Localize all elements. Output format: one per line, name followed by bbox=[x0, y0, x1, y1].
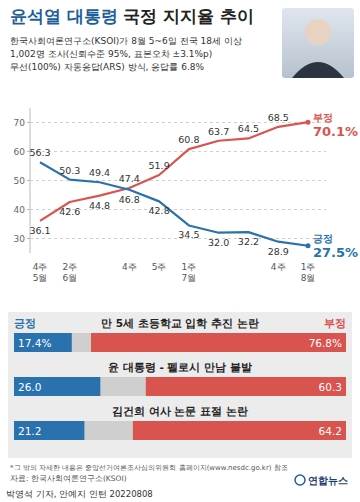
bar bbox=[14, 377, 100, 396]
end-dot bbox=[306, 120, 311, 125]
data-label: 51.9 bbox=[149, 160, 170, 171]
data-label: 28.9 bbox=[268, 246, 289, 257]
x-tick-label: 5주 bbox=[152, 262, 167, 272]
data-label: 34.5 bbox=[178, 229, 199, 240]
y-tick bbox=[27, 238, 30, 239]
y-tick bbox=[27, 180, 30, 181]
x-tick-label: 4주 bbox=[271, 262, 286, 272]
footnote: *그 밖의 자세한 내용은 중앙선거여론조사심의위원회 홈페이지(www.nes… bbox=[10, 464, 288, 472]
data-label: 70.1% bbox=[313, 124, 358, 139]
bar-track bbox=[14, 333, 346, 352]
data-label: 44.8 bbox=[89, 200, 110, 211]
data-label: 76.8% bbox=[309, 337, 342, 349]
data-label: 32.0 bbox=[208, 237, 229, 248]
data-label: 68.5 bbox=[268, 112, 289, 123]
data-label: 42.6 bbox=[59, 206, 80, 217]
bar bbox=[133, 421, 346, 440]
data-label: 49.4 bbox=[89, 167, 110, 178]
title-text: 국정 지지율 추이 bbox=[123, 6, 254, 26]
y-tick-label: 40 bbox=[14, 205, 26, 215]
data-label: 64.2 bbox=[319, 425, 342, 437]
x-tick-label: 4주 bbox=[122, 262, 137, 272]
data-label: 17.4% bbox=[18, 337, 51, 349]
bar-panel bbox=[8, 312, 352, 458]
bar bbox=[91, 333, 346, 352]
bar-track bbox=[14, 377, 346, 396]
grid-line bbox=[30, 151, 326, 152]
bar bbox=[14, 421, 84, 440]
photo-suit bbox=[292, 62, 344, 78]
infographic: 윤석열 대통령국정 지지율 추이한국사회여론연구소(KSOI)가 8월 5~6일… bbox=[0, 0, 360, 502]
logo-mark bbox=[295, 475, 305, 485]
photo-face bbox=[305, 19, 331, 45]
category-label: 윤 대통령 - 펠로시 만남 불발 bbox=[108, 361, 252, 373]
bar bbox=[14, 333, 72, 352]
y-tick bbox=[27, 122, 30, 123]
bar-track bbox=[14, 421, 346, 440]
data-label: 27.5% bbox=[313, 245, 358, 260]
end-dot bbox=[306, 243, 311, 248]
data-label: 63.7 bbox=[208, 126, 229, 137]
y-tick bbox=[27, 209, 30, 210]
photo bbox=[282, 8, 354, 78]
data-label: 42.8 bbox=[149, 205, 170, 216]
source: 자료: 한국사회여론연구소(KSOI) bbox=[10, 474, 127, 483]
data-label: 26.0 bbox=[18, 381, 41, 393]
data-label: 60.8 bbox=[178, 134, 199, 145]
x-tick-label: 4주5월 bbox=[33, 262, 48, 283]
bar bbox=[146, 377, 346, 396]
data-label: 50.3 bbox=[59, 165, 80, 176]
data-label: 36.1 bbox=[29, 225, 50, 236]
y-tick-label: 30 bbox=[14, 234, 26, 244]
y-tick-label: 60 bbox=[14, 147, 26, 157]
category-label: 만 5세 초등학교 입학 추진 논란 bbox=[101, 317, 259, 329]
subtitle: 한국사회여론연구소(KSOI)가 8월 5~6일 전국 18세 이상 bbox=[10, 36, 242, 46]
data-label: 47.4 bbox=[119, 173, 140, 184]
subtitle: 1,002명 조사(신뢰수준 95%, 표본오차 ±3.1%p) bbox=[10, 49, 212, 59]
line-1 bbox=[40, 162, 308, 246]
legend-entry: 긍정 bbox=[313, 233, 333, 244]
background bbox=[0, 0, 360, 502]
legend-entry: 부정 bbox=[324, 317, 346, 329]
title-highlight: 윤석열 대통령 bbox=[10, 6, 118, 26]
category-label: 김건희 여사 논문 표절 논란 bbox=[112, 405, 248, 417]
data-label: 46.8 bbox=[119, 194, 140, 205]
data-label: 21.2 bbox=[18, 425, 41, 437]
data-label: 32.2 bbox=[238, 236, 259, 247]
x-tick-label: 1주7월 bbox=[182, 262, 197, 283]
line-0 bbox=[40, 122, 308, 221]
legend-entry: 부정 bbox=[313, 112, 333, 123]
bars bbox=[14, 333, 346, 440]
data-label: 60.3 bbox=[319, 381, 342, 393]
legend-entry: 긍정 bbox=[14, 317, 36, 329]
x-tick-label: 1주8월 bbox=[301, 262, 316, 283]
y-tick-label: 50 bbox=[14, 176, 26, 186]
subtitle: 무선(100%) 자동응답(ARS) 방식, 응답률 6.8% bbox=[10, 62, 205, 72]
data-label: 64.5 bbox=[238, 123, 259, 134]
credit: 박영석 기자, 안예지 인턴 20220808 bbox=[6, 489, 153, 499]
data-label: 56.3 bbox=[29, 147, 50, 158]
logo: 연합뉴스 bbox=[308, 475, 348, 486]
title: 윤석열 대통령국정 지지율 추이 bbox=[10, 6, 254, 26]
lines bbox=[40, 120, 311, 249]
y-tick-label: 70 bbox=[14, 118, 26, 128]
x-tick-label: 2주6월 bbox=[62, 262, 77, 283]
